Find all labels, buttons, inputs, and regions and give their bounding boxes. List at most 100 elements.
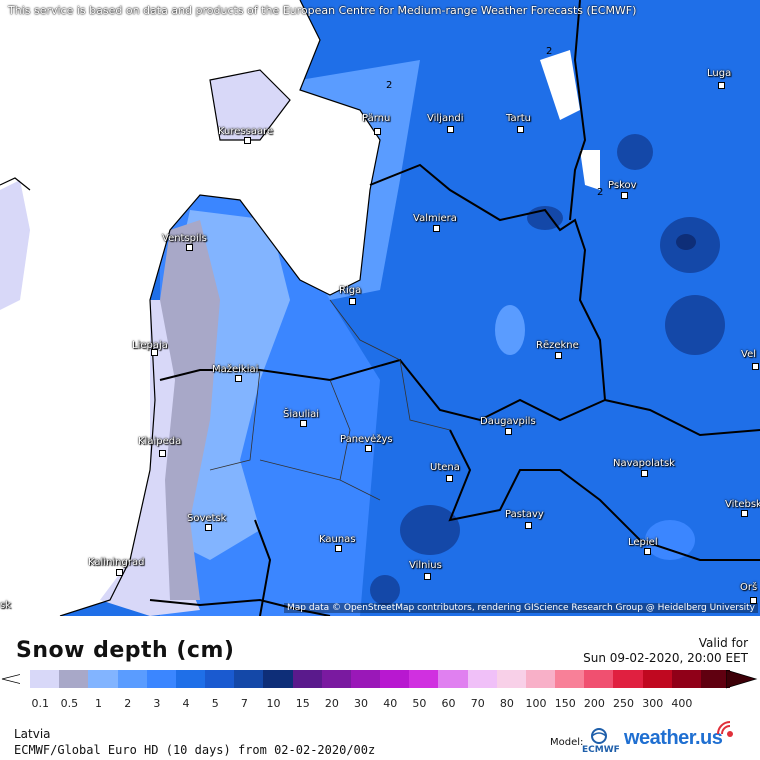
city-marker: [517, 126, 524, 133]
legend-title: Snow depth (cm): [16, 638, 235, 663]
border-estonia-russia: [569, 0, 587, 221]
snow-zone-saaremaa: [210, 70, 290, 140]
legend-swatch: [205, 670, 235, 688]
city-label-kuressaare: Kuressaare: [218, 126, 274, 137]
city-marker: [741, 510, 748, 517]
city-label-klaipeda: Klaipeda: [138, 436, 182, 447]
snow-zone-5cm-c: [665, 295, 725, 355]
city-label-panevezys: Panevėžys: [340, 434, 393, 445]
snow-zone-5cm-e: [400, 505, 460, 555]
contour-label: 2: [597, 187, 604, 198]
city-marker: [505, 428, 512, 435]
city-label-lepiel: Lepiel: [628, 537, 658, 548]
weather-us-logo[interactable]: weather.us: [624, 727, 723, 749]
color-scale-bar: [30, 670, 731, 688]
legend-swatch: [117, 670, 147, 688]
legend-swatch: [700, 670, 731, 688]
legend-swatch: [409, 670, 439, 688]
valid-label: Valid for: [698, 636, 748, 650]
city-marker: [433, 225, 440, 232]
city-marker: [116, 569, 123, 576]
border-latvia-east: [369, 163, 760, 437]
legend-tick-label: 60: [441, 697, 456, 710]
legend-swatch: [613, 670, 643, 688]
city-marker: [159, 450, 166, 457]
city-marker: [151, 349, 158, 356]
city-label-daugavpils: Daugavpils: [480, 416, 536, 427]
contour-label: 2: [386, 80, 393, 91]
legend-tick-label: 100: [525, 697, 547, 710]
snow-depth-map[interactable]: This service is based on data and produc…: [0, 0, 760, 616]
legend-tick-label: 50: [412, 697, 427, 710]
city-marker: [644, 548, 651, 555]
legend-swatch: [88, 670, 118, 688]
city-marker: [621, 192, 628, 199]
city-label-luga: Luga: [707, 68, 732, 79]
legend-tick-label: 150: [554, 697, 576, 710]
legend-swatch: [642, 670, 672, 688]
legend-tick-label: 40: [383, 697, 398, 710]
legend-swatch: [59, 670, 89, 688]
legend-swatch: [671, 670, 701, 688]
legend-tick-label: 7: [240, 697, 248, 710]
legend-swatch: [321, 670, 351, 688]
city-label-utena: Utena: [430, 462, 460, 473]
city-marker: [244, 137, 251, 144]
city-label-vilnius: Vilnius: [409, 560, 442, 571]
legend-tick-label: 3: [153, 697, 161, 710]
snow-zone-05cm-coast: [160, 220, 220, 600]
city-label-mazeikiai: Mažeikiai: [212, 364, 259, 375]
legend-tick-label: 30: [354, 697, 369, 710]
city-marker: [641, 470, 648, 477]
map-canvas: [0, 0, 760, 616]
city-marker: [718, 82, 725, 89]
legend-tick-label: 0.1: [31, 697, 49, 710]
legend-swatch: [234, 670, 264, 688]
city-label-valmiera: Valmiera: [413, 213, 457, 224]
legend-swatch: [467, 670, 497, 688]
city-marker: [365, 445, 372, 452]
legend-tick-label: 0.5: [60, 697, 79, 710]
island-outline: [209, 69, 291, 141]
legend-swatch: [496, 670, 526, 688]
city-label-sk: sk: [0, 600, 12, 611]
city-marker: [374, 128, 381, 135]
border-kaliningrad: [149, 598, 331, 616]
city-label-vitebsk: Vitebsk: [725, 499, 760, 510]
city-marker: [335, 545, 342, 552]
snow-zone-7cm: [676, 234, 696, 250]
city-label-ors: Orš: [740, 582, 758, 593]
city-label-kaliningrad: Kaliningrad: [88, 557, 145, 568]
legend-swatch: [146, 670, 176, 688]
legend-tick-label: 80: [499, 697, 514, 710]
city-marker: [349, 298, 356, 305]
coastline: [59, 0, 381, 616]
snow-zone-5cm-f: [370, 575, 400, 605]
contour-label: 2: [546, 46, 553, 57]
city-marker: [447, 126, 454, 133]
legend-tick-label: 20: [324, 697, 339, 710]
city-marker: [525, 522, 532, 529]
legend-swatch: [175, 670, 206, 688]
city-label-liepaja: Liepaja: [132, 340, 168, 351]
legend-panel: [0, 616, 760, 760]
city-label-viljandi: Viljandi: [427, 113, 464, 124]
snow-zone-3cm-e: [645, 520, 695, 560]
legend-tick-label: 400: [671, 697, 693, 710]
city-marker: [555, 352, 562, 359]
city-label-tartu: Tartu: [506, 113, 531, 124]
coastline-west: [0, 177, 31, 191]
model-run: ECMWF/Global Euro HD (10 days) from 02-0…: [14, 743, 376, 757]
ecmwf-logo-icon: [591, 728, 607, 744]
legend-swatch: [263, 670, 293, 688]
map-attribution: Map data © OpenStreetMap contributors, r…: [284, 603, 758, 613]
border-lithuania-belarus: [448, 429, 760, 561]
city-marker: [186, 244, 193, 251]
weather-us-mark-icon: [717, 721, 733, 737]
legend-tick-label: 300: [642, 697, 664, 710]
model-label: Model:: [550, 737, 584, 748]
legend-swatch: [350, 670, 381, 688]
city-marker: [424, 573, 431, 580]
city-marker: [752, 363, 759, 370]
ecmwf-name: ECMWF: [582, 745, 620, 755]
